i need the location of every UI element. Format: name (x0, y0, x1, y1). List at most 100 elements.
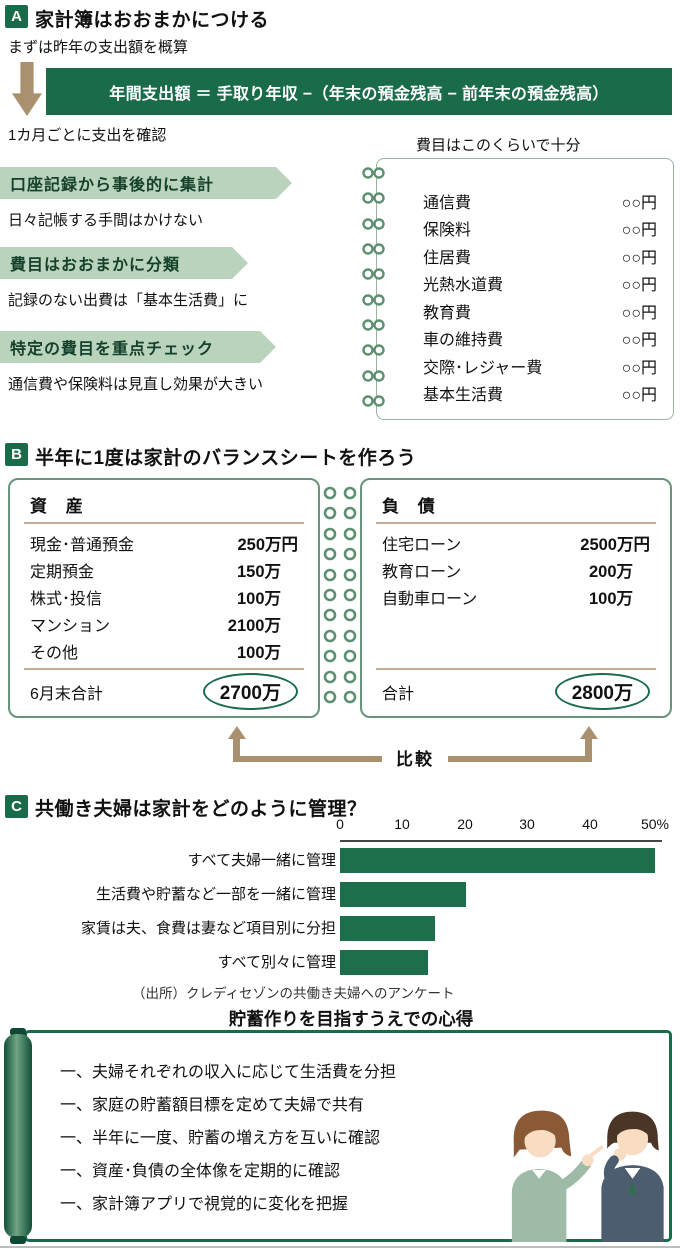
expense-value: ○○円 (621, 277, 657, 295)
header-rule (376, 522, 656, 524)
couple-illustration (511, 1110, 664, 1242)
bar (340, 950, 429, 975)
asset-value: 150万 (236, 563, 281, 581)
axis-tick-label: 40 (582, 816, 598, 832)
man-figure (601, 1111, 664, 1242)
section-b-title: 半年に1度は家計のバランスシートを作ろう (35, 448, 417, 469)
axis-tick-label: 30 (519, 816, 535, 832)
liability-name: 自動車ローン (382, 591, 478, 608)
asset-name: 株式･投信 (30, 591, 103, 608)
compare-arrow-left-icon (228, 726, 246, 739)
asset-value: 2100万 (227, 617, 281, 635)
section-a: A 家計簿はおおまかにつける まずは昨年の支出額を概算 年間支出額 ＝ 手取り年… (0, 0, 680, 435)
assets-total-value: 2700万 (202, 673, 298, 710)
expense-value: ○○円 (621, 249, 657, 267)
section-c-badge: C (5, 795, 28, 818)
axis-tick-label: 0 (336, 816, 344, 832)
header-rule (24, 522, 304, 524)
asset-value: 250万円 (237, 536, 298, 554)
point-label-aggregate: 口座記録から事後的に集計 (0, 167, 292, 199)
expense-value: ○○円 (621, 195, 657, 212)
assets-header: 資 産 (30, 497, 90, 516)
chart-source: （出所）クレディセゾンの共働き夫婦へのアンケート (132, 986, 455, 1001)
notebook-row: 車の維持費 ○○円 (423, 326, 657, 350)
precepts-list: 一、夫婦それぞれの収入に応じて生活費を分担 一、家庭の貯蓄額目標を定めて夫婦で共… (60, 1056, 500, 1221)
total-rule (376, 668, 656, 670)
section-a-title: 家計簿はおおまかにつける (35, 10, 270, 31)
bar (340, 882, 466, 907)
spiral-binding-icon (323, 486, 357, 704)
expense-name: 保険料 (423, 222, 472, 240)
liabilities-total-label: 合計 (382, 685, 415, 703)
notebook-row: 通信費 ○○円 (423, 189, 657, 213)
bottom-divider (0, 1246, 680, 1248)
bar-category-label: すべて別々に管理 (217, 954, 336, 971)
asset-value: 100万 (236, 590, 281, 608)
compare-label: 比較 (382, 745, 448, 770)
axis-tick-label: 20 (457, 816, 473, 832)
axis-tick-label: 50% (640, 816, 670, 832)
bar (340, 916, 435, 941)
liability-row: 住宅ローン 2500万円 (382, 532, 650, 559)
liabilities-total-row: 合計 2800万 (382, 673, 650, 710)
liability-value: 2500万円 (580, 536, 650, 554)
assets-total-row: 6月末合計 2700万 (30, 673, 298, 710)
compare-arrow-left-stem (233, 737, 240, 762)
expense-notebook: 通信費 ○○円 保険料 ○○円 住居費 ○○円 光熱水道費 ○○円 教育費 ○○円 車の維… (376, 158, 674, 420)
precept-item: 一、半年に一度、貯蓄の増え方を互いに確認 (60, 1130, 381, 1147)
liabilities-page: 負 債 住宅ローン 2500万円 教育ローン 200万 自動車ローン 100万 合計 … (360, 478, 672, 718)
annual-spending-formula: 年間支出額 ＝ 手取り年収 −（年末の預金残高 − 前年末の預金残高） (46, 68, 672, 115)
asset-row: 定期預金 150万 (30, 559, 298, 586)
asset-row: その他 100万 (30, 640, 298, 667)
expense-value: ○○円 (621, 304, 657, 322)
expense-name: 車の維持費 (423, 332, 504, 350)
precept-item: 一、資産･負債の全体像を定期的に確認 (60, 1163, 341, 1180)
scroll-roll (4, 1034, 32, 1238)
spiral-binding-icon (362, 167, 385, 407)
point-desc-aggregate: 日々記帳する手間はかけない (8, 212, 204, 229)
precept-item: 一、夫婦それぞれの収入に応じて生活費を分担 (60, 1064, 397, 1081)
woman-figure (511, 1110, 604, 1242)
liabilities-total-value: 2800万 (554, 673, 650, 710)
asset-name: その他 (30, 645, 79, 662)
notebook-caption: 費目はこのくらいで十分 (416, 137, 581, 154)
point-label-classify: 費目はおおまかに分類 (0, 247, 248, 279)
compare-arrow-right-icon (580, 726, 598, 739)
point-label-focus-check: 特定の費目を重点チェック (0, 331, 276, 363)
notebook-row: 教育費 ○○円 (423, 299, 657, 323)
asset-row: 現金･普通預金 250万円 (30, 532, 298, 559)
section-b-badge: B (5, 443, 28, 466)
notebook-row: 光熱水道費 ○○円 (423, 271, 657, 295)
notebook-row: 保険料 ○○円 (423, 216, 657, 240)
monthly-check-note: 1カ月ごとに支出を確認 (8, 127, 167, 144)
asset-name: 定期預金 (30, 564, 95, 581)
scroll-roll-cap-bottom (10, 1236, 26, 1244)
expense-name: 光熱水道費 (423, 277, 504, 295)
scroll-roll-cap-top (10, 1028, 26, 1036)
management-bar-chart: 0 10 20 30 40 50% すべて夫婦一緒に管理 生活費や貯蓄など一部を… (0, 816, 680, 975)
section-b: B 半年に1度は家計のバランスシートを作ろう 資 産 現金･普通預金 250万円 … (0, 435, 680, 780)
section-c: C 共働き夫婦は家計をどのように管理？ 0 10 20 30 40 50% すべ… (0, 788, 680, 1249)
axis-tick-label: 10 (394, 816, 410, 832)
bar-category-label: すべて夫婦一緒に管理 (187, 852, 336, 869)
expense-name: 住居費 (423, 249, 472, 267)
asset-row: 株式･投信 100万 (30, 586, 298, 613)
asset-row: マンション 2100万 (30, 613, 298, 640)
notebook-row: 住居費 ○○円 (423, 244, 657, 268)
notebook-row: 基本生活費 ○○円 (423, 381, 657, 405)
section-a-badge: A (5, 5, 28, 28)
expense-value: ○○円 (621, 359, 657, 377)
assets-total-label: 6月末合計 (30, 685, 103, 703)
liability-row: 自動車ローン 100万 (382, 586, 650, 613)
expense-name: 基本生活費 (423, 386, 504, 404)
expense-name: 通信費 (423, 195, 472, 212)
liabilities-header: 負 債 (382, 497, 442, 516)
point-desc-classify: 記録のない出費は「基本生活費」に (8, 292, 249, 309)
chart-axis (340, 840, 662, 842)
expense-value: ○○円 (621, 222, 657, 240)
precept-item: 一、家庭の貯蓄額目標を定めて夫婦で共有 (60, 1097, 365, 1114)
total-rule (24, 668, 304, 670)
asset-value: 100万 (236, 644, 281, 662)
expense-name: 交際･レジャー費 (423, 359, 543, 377)
